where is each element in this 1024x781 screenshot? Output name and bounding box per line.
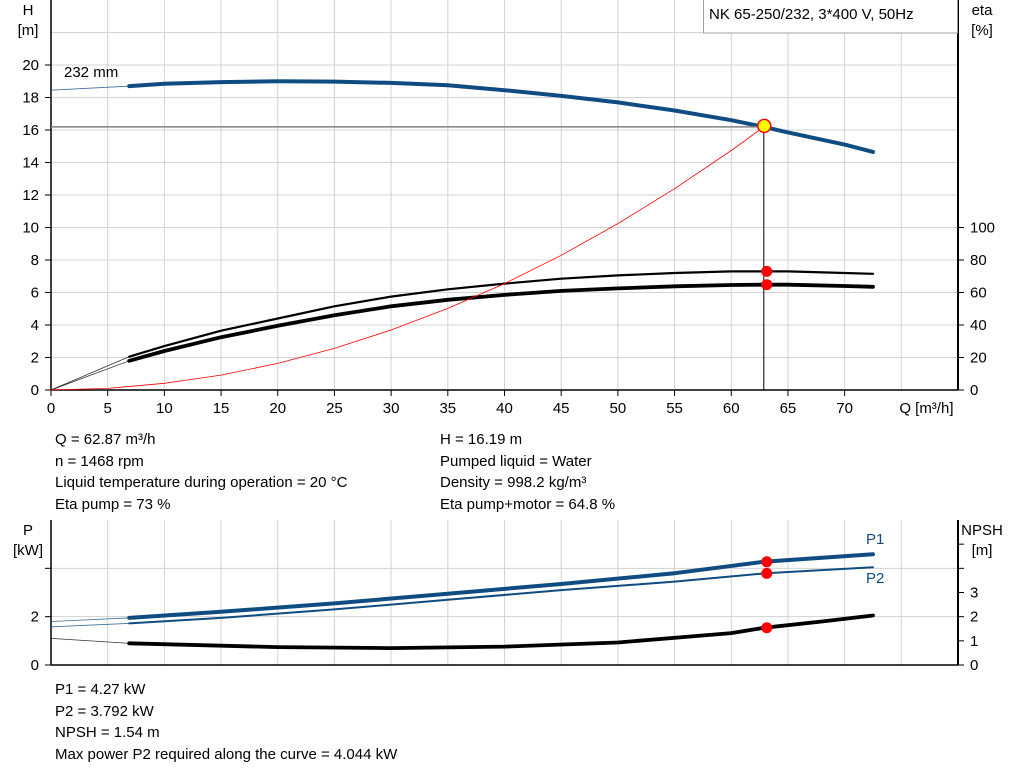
y-tick-label-left: 6: [31, 285, 39, 302]
x-tick-label: 60: [723, 400, 740, 417]
x-tick-label: 5: [104, 400, 112, 417]
eta-pump-marker: [761, 265, 773, 277]
y-tick-label-left: 2: [31, 609, 39, 626]
eta-pump-motor-marker: [761, 279, 773, 291]
y-axis-label-right: eta: [972, 2, 994, 19]
x-tick-label: 45: [553, 400, 570, 417]
info-p1: P1 = 4.27 kW: [55, 681, 146, 698]
npsh-marker: [761, 622, 773, 634]
x-tick-label: 65: [780, 400, 797, 417]
x-tick-label: 15: [213, 400, 230, 417]
curve-P2: [128, 566, 874, 625]
y-tick-label-left: 8: [31, 252, 39, 269]
y-tick-label-right: 2: [970, 609, 978, 626]
y-axis-label-right: [m]: [972, 542, 993, 559]
info-right: H = 16.19 m Pumped liquid = Water Densit…: [440, 429, 615, 515]
curve-eta_pump_motor: [127, 282, 875, 363]
p1-marker: [761, 556, 773, 568]
x-tick-label: 55: [666, 400, 683, 417]
y-tick-label-left: 0: [31, 382, 39, 399]
info-left: Q = 62.87 m³/h n = 1468 rpm Liquid tempe…: [55, 429, 347, 515]
y-tick-label-right: 1: [970, 633, 978, 650]
curve-P2-extrapolated: [50, 623, 130, 628]
y-tick-label-right: 20: [970, 350, 987, 367]
curve-eta_pump_motor-extrapolated: [50, 360, 130, 391]
curve-H-extrapolated: [50, 85, 130, 91]
x-tick-label: 25: [326, 400, 343, 417]
info-p2: P2 = 3.792 kW: [55, 702, 154, 720]
curve-NPSH-extrapolated: [50, 638, 130, 644]
y-tick-label-right: 0: [970, 657, 978, 674]
curve-eta_pump-extrapolated: [50, 356, 130, 391]
curve-system_curve: [50, 126, 765, 391]
y-tick-label-left: 4: [31, 317, 39, 334]
x-tick-label: 10: [156, 400, 173, 417]
info-max-p2: Max power P2 required along the curve = …: [55, 745, 398, 763]
curve-eta_pump: [128, 270, 875, 358]
y-tick-label-right: 100: [970, 220, 995, 237]
x-tick-label: 40: [496, 400, 513, 417]
info-bottom: P1 = 4.27 kW P2 = 3.792 kW NPSH = 1.54 m…: [55, 679, 397, 765]
info-speed: n = 1468 rpm: [55, 452, 144, 470]
info-head: H = 16.19 m: [440, 431, 523, 448]
y-tick-label-left: 0: [31, 657, 39, 674]
y-tick-label-left: 18: [22, 90, 39, 107]
curve-P1-extrapolated: [50, 617, 130, 622]
info-temperature: Liquid temperature during operation = 20…: [55, 474, 348, 491]
x-tick-label: 35: [439, 400, 456, 417]
info-eta-pump-motor: Eta pump+motor = 64.8 %: [440, 495, 616, 513]
y-tick-label-right: 80: [970, 252, 987, 269]
y-tick-label-left: 12: [22, 187, 39, 204]
info-density: Density = 998.2 kg/m³: [440, 474, 587, 491]
x-axis-label: Q [m³/h]: [899, 400, 953, 417]
y-tick-label-left: 16: [22, 122, 39, 139]
curve-H: [127, 79, 875, 154]
x-tick-label: 30: [383, 400, 400, 417]
y-tick-label-left: 10: [22, 220, 39, 237]
y-axis-label-right: [%]: [971, 22, 993, 39]
x-tick-label: 0: [47, 400, 55, 417]
info-eta-pump: Eta pump = 73 %: [55, 495, 171, 513]
info-npsh: NPSH = 1.54 m: [55, 724, 160, 741]
y-axis-label-right: NPSH: [961, 522, 1003, 539]
operating-point-marker: [757, 118, 772, 134]
y-tick-label-left: 2: [31, 350, 39, 367]
y-tick-label-right: 0: [970, 382, 978, 399]
y-tick-label-right: 60: [970, 285, 987, 302]
y-axis-label-left: P: [23, 522, 33, 539]
curve-P1: [127, 552, 875, 620]
curve-NPSH: [127, 613, 875, 650]
y-axis-label-left: H: [23, 2, 34, 19]
y-tick-label-left: 20: [22, 57, 39, 74]
y-axis-label-left: [kW]: [13, 542, 43, 559]
y-tick-label-right: 3: [970, 585, 978, 602]
y-axis-label-left: [m]: [18, 22, 39, 39]
info-liquid: Pumped liquid = Water: [440, 452, 592, 470]
title-box: [703, 0, 958, 34]
x-tick-label: 20: [269, 400, 286, 417]
x-tick-label: 50: [610, 400, 627, 417]
series-label-p2: P2: [866, 570, 884, 587]
info-flow: Q = 62.87 m³/h: [55, 431, 156, 448]
x-tick-label: 70: [836, 400, 853, 417]
chart-title: NK 65-250/232, 3*400 V, 50Hz: [709, 6, 914, 23]
impeller-diameter-label: 232 mm: [64, 64, 118, 81]
series-label-p1: P1: [866, 531, 884, 548]
y-tick-label-right: 40: [970, 317, 987, 334]
y-tick-label-left: 14: [22, 155, 39, 172]
p2-marker: [761, 567, 773, 579]
